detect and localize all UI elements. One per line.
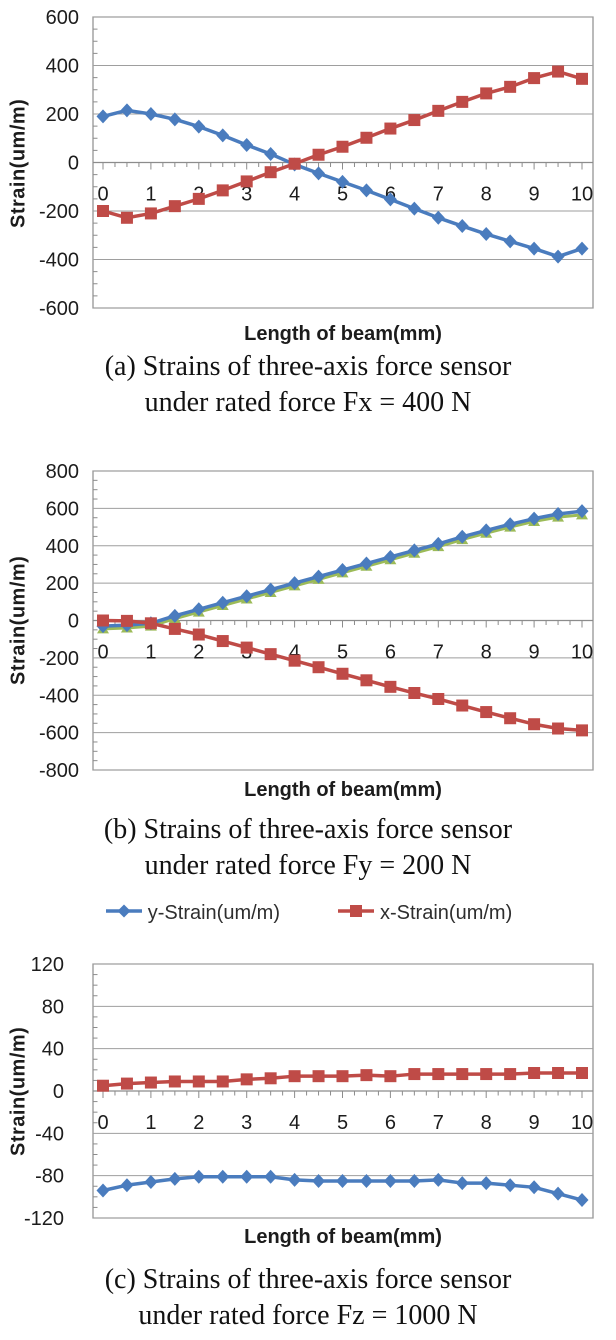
x-tick-label: 8 <box>481 184 492 206</box>
x-tick-label: 0 <box>97 1112 108 1134</box>
x-tick-label: 0 <box>97 642 108 664</box>
y-tick-label: -120 <box>24 1208 64 1230</box>
y-tick-label: -40 <box>35 1123 64 1145</box>
x-tick-label: 10 <box>571 184 593 206</box>
series-c-square <box>97 1067 588 1092</box>
legend-item-y-strain: y-Strain(um/m) <box>104 902 280 925</box>
y-strain-diamond-marker-icon <box>104 902 144 925</box>
y-tick-label: 400 <box>46 536 79 558</box>
x-tick-label: 1 <box>145 184 156 206</box>
x-tick-label: 4 <box>289 642 300 664</box>
x-tick-label: 0 <box>97 184 108 206</box>
y-tick-label: -400 <box>39 250 79 272</box>
series-c-diamond <box>96 1169 589 1208</box>
x-tick-label: 2 <box>193 1112 204 1134</box>
y-tick-label: -200 <box>39 648 79 670</box>
y-tick-label: 0 <box>68 611 79 633</box>
y-tick-label: 800 <box>46 461 79 483</box>
x-tick-label: 9 <box>529 184 540 206</box>
x-tick-label: 8 <box>481 642 492 664</box>
chart-c-y-axis-title: Strain(um/m) <box>7 1026 30 1156</box>
y-tick-label: 40 <box>42 1039 64 1061</box>
chart-c-caption: (c) Strains of three-axis force sensor u… <box>0 1262 616 1334</box>
x-tick-label: 5 <box>337 1112 348 1134</box>
y-tick-label: 600 <box>46 7 79 29</box>
x-tick-label: 5 <box>337 642 348 664</box>
chart-a-y-axis-title: Strain(um/m) <box>7 98 30 228</box>
chart-b-x-axis-title: Length of beam(mm) <box>244 779 442 801</box>
x-tick-label: 3 <box>241 184 252 206</box>
y-tick-label: -80 <box>35 1166 64 1188</box>
chart-a-caption-line2: under rated force Fx = 400 N <box>144 387 472 418</box>
series-a-square <box>97 65 588 224</box>
y-tick-label: 0 <box>53 1081 64 1103</box>
x-tick-label: 9 <box>529 642 540 664</box>
x-tick-label: 7 <box>433 184 444 206</box>
chart-b-plot: 8006004002000-200-400-600-80001234567891… <box>39 461 594 782</box>
legend-item-x-strain: x-Strain(um/m) <box>336 902 512 925</box>
legend-label-x-strain: x-Strain(um/m) <box>380 902 513 924</box>
chart-a-x-axis-title: Length of beam(mm) <box>244 323 442 345</box>
series-b-square <box>97 614 588 737</box>
x-tick-label: 10 <box>571 642 593 664</box>
x-tick-label: 3 <box>241 1112 252 1134</box>
y-tick-label: -200 <box>39 201 79 223</box>
chart-c-caption-line1: (c) Strains of three-axis force sensor <box>104 1264 512 1295</box>
x-tick-label: 7 <box>433 1112 444 1134</box>
chart-a-caption: (a) Strains of three-axis force sensor u… <box>0 349 616 421</box>
x-tick-label: 5 <box>337 184 348 206</box>
x-tick-label: 10 <box>571 1112 593 1134</box>
x-tick-label: 1 <box>145 642 156 664</box>
chart-b-caption-line1: (b) Strains of three-axis force sensor <box>103 814 513 845</box>
x-strain-square-marker-icon <box>336 902 376 925</box>
x-tick-label: 2 <box>193 642 204 664</box>
chart-a-caption-line1: (a) Strains of three-axis force sensor <box>104 351 512 382</box>
x-tick-label: 7 <box>433 642 444 664</box>
chart-c-x-axis-title: Length of beam(mm) <box>244 1226 442 1248</box>
x-tick-label: 1 <box>145 1112 156 1134</box>
chart-b-caption-line2: under rated force Fy = 200 N <box>144 850 472 881</box>
x-tick-label: 6 <box>385 1112 396 1134</box>
y-tick-label: -400 <box>39 685 79 707</box>
y-tick-label: -600 <box>39 298 79 320</box>
y-tick-label: -800 <box>39 760 79 782</box>
x-tick-label: 4 <box>289 184 300 206</box>
chart-b-caption: (b) Strains of three-axis force sensor u… <box>0 812 616 884</box>
y-tick-label: 200 <box>46 104 79 126</box>
chart-b-y-axis-title: Strain(um/m) <box>7 555 30 685</box>
y-tick-label: 0 <box>68 153 79 175</box>
x-tick-label: 8 <box>481 1112 492 1134</box>
y-tick-label: 600 <box>46 498 79 520</box>
x-tick-label: 6 <box>385 642 396 664</box>
x-tick-label: 4 <box>289 1112 300 1134</box>
chart-c-caption-line2: under rated force Fz = 1000 N <box>138 1300 478 1331</box>
legend-label-y-strain: y-Strain(um/m) <box>147 902 280 924</box>
chart-c-plot: 120 80 40 0 -40 -80 -120 0 1 2 3 4 5 6 7 8 9 10 <box>24 954 594 1230</box>
y-tick-label: 200 <box>46 573 79 595</box>
y-tick-label: 120 <box>31 954 64 976</box>
y-tick-label: 400 <box>46 56 79 78</box>
chart-legend: y-Strain(um/m) x-Strain(um/m) <box>0 902 616 925</box>
y-tick-label: 80 <box>42 996 64 1018</box>
y-tick-label: -600 <box>39 723 79 745</box>
x-tick-label: 9 <box>529 1112 540 1134</box>
